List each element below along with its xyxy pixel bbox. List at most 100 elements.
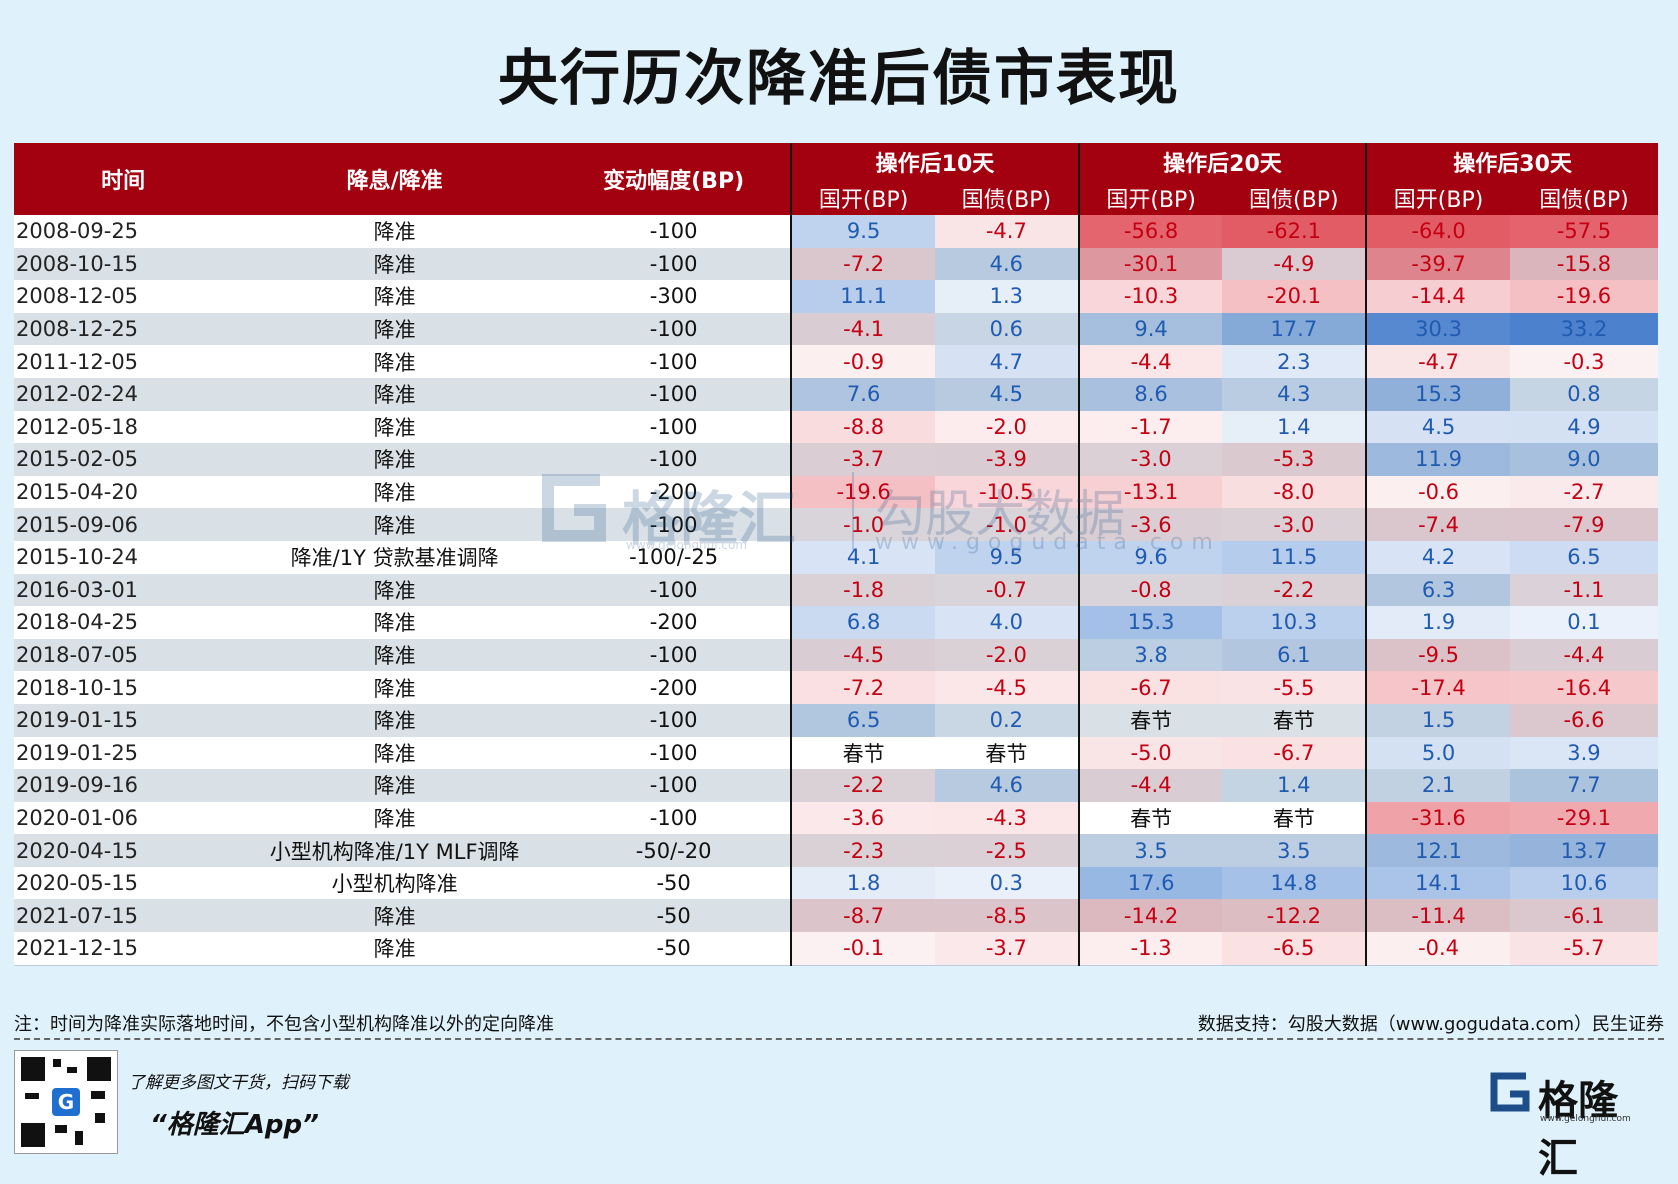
cell-value: -7.2 [790,247,935,281]
header-sub: 国开(BP) [1365,181,1510,215]
header-time: 时间 [14,143,233,215]
cell-value: -2.3 [790,834,935,867]
cell-value: 4.6 [934,769,1079,802]
cell-value: 15.3 [1077,606,1223,639]
cell-type: 小型机构降准/1Y MLF调降 [232,834,558,867]
cell-type: 降准 [232,345,558,378]
cell-value: -4.7 [934,215,1079,248]
logo-url: www.gelonghui.com [1540,1114,1631,1124]
cell-value: -8.5 [934,899,1079,933]
table-row: 2021-07-15 降准 -50 -8.7 -8.5 -14.2 -12.2 -11.4 -6… [14,899,1658,933]
cell-value: 4.0 [934,606,1079,639]
cell-date: 2015-10-24 [14,540,233,574]
cell-value: 7.6 [790,377,935,411]
table-row: 2018-07-05 降准 -100 -4.5 -2.0 3.8 6.1 -9.5 -4.4 [14,638,1658,672]
cell-type: 降准 [232,475,558,509]
cell-value: -1.0 [934,508,1079,541]
cell-value: 春节 [1077,801,1223,835]
cell-value: -13.1 [1077,475,1223,509]
cell-type: 降准 [232,606,558,639]
cell-type: 降准 [232,638,558,672]
cell-change: -50 [557,899,792,933]
cell-value: -30.1 [1077,247,1223,281]
cell-change: -300 [557,280,792,313]
cell-type: 降准 [232,899,558,933]
cell-change: -100 [557,377,792,411]
cell-value: 1.8 [790,866,935,900]
cell-value: -0.7 [934,573,1079,607]
table-body: 2008-09-25 降准 -100 9.5 -4.7 -56.8 -62.1 -64.0 -5… [14,215,1658,966]
cell-value: 13.7 [1509,834,1658,867]
cell-value: -2.0 [934,638,1079,672]
cell-value: 9.0 [1509,443,1658,476]
cell-value: -57.5 [1509,215,1658,248]
cell-change: -50 [557,932,792,966]
cell-date: 2018-07-05 [14,638,233,672]
cell-value: 6.5 [790,703,935,737]
table-row: 2019-01-15 降准 -100 6.5 0.2 春节 春节 1.5 -6.6 [14,703,1658,737]
table-row: 2011-12-05 降准 -100 -0.9 4.7 -4.4 2.3 -4.7 -0.3 [14,345,1658,378]
header-sub: 国开(BP) [1077,181,1223,215]
cell-value: 6.8 [790,606,935,639]
cell-change: -200 [557,671,792,704]
cell-value: 12.1 [1365,834,1510,867]
cell-value: -4.3 [934,801,1079,835]
cell-value: -5.7 [1509,932,1658,966]
dashed-divider [14,1038,1664,1040]
promo-app-name: “格隆汇App” [150,1110,319,1140]
table-row: 2012-05-18 降准 -100 -8.8 -2.0 -1.7 1.4 4.5 4.9 [14,410,1658,444]
cell-type: 降准 [232,443,558,476]
cell-value: 4.3 [1222,377,1367,411]
cell-type: 降准 [232,377,558,411]
cell-value: 3.5 [1222,834,1367,867]
table-row: 2015-04-20 降准 -200 -19.6 -10.5 -13.1 -8.0 -0.6-… [14,475,1658,509]
cell-date: 2018-10-15 [14,671,233,704]
cell-value: 0.1 [1509,606,1658,639]
cell-value: -1.3 [1077,932,1223,966]
cell-value: 4.6 [934,247,1079,281]
cell-value: 春节 [1222,801,1367,835]
cell-value: -2.0 [934,410,1079,444]
cell-value: -4.4 [1077,769,1223,802]
cell-value: -10.5 [934,475,1079,509]
table-row: 2020-01-06 降准 -100 -3.6 -4.3 春节 春节 -31.6 -29.1 [14,801,1658,835]
table-row: 2020-04-15 小型机构降准/1Y MLF调降 -50/-20 -2.3 -2.5… [14,834,1658,867]
cell-value: -1.8 [790,573,935,607]
cell-value: -6.1 [1509,899,1658,933]
header-sub: 国债(BP) [1222,181,1367,215]
cell-date: 2008-09-25 [14,215,233,248]
cell-value: -19.6 [790,475,935,509]
cell-value: -0.8 [1077,573,1223,607]
cell-value: -14.2 [1077,899,1223,933]
cell-value: 6.5 [1509,540,1658,574]
logo-name: 格隆汇 [1538,1078,1618,1182]
qr-code-icon: G [14,1050,118,1154]
cell-value: 4.2 [1365,540,1510,574]
cell-date: 2019-01-15 [14,703,233,737]
cell-value: -8.8 [790,410,935,444]
cell-change: -100 [557,247,792,281]
cell-type: 降准/1Y 贷款基准调降 [232,540,558,574]
cell-date: 2012-02-24 [14,377,233,411]
cell-value: 17.6 [1077,866,1223,900]
cell-type: 降准 [232,215,558,248]
cell-change: -100 [557,312,792,346]
cell-value: 15.3 [1365,377,1510,411]
cell-value: -3.7 [934,932,1079,966]
cell-value: -5.5 [1222,671,1367,704]
cell-value: -4.1 [790,312,935,346]
cell-value: 9.4 [1077,312,1223,346]
cell-value: 9.6 [1077,540,1223,574]
cell-value: -5.3 [1222,443,1367,476]
cell-change: -50/-20 [557,834,792,867]
table-row: 2008-12-25 降准 -100 -4.1 0.6 9.4 17.7 30.3 33.2 [14,312,1658,346]
table-row: 2019-01-25 降准 -100 春节 春节 -5.0 -6.7 5.0 3.9 [14,736,1658,770]
gelonghui-logo: 格隆汇 www.gelonghui.com [1484,1066,1654,1182]
table-row: 2015-10-24 降准/1Y 贷款基准调降 -100/-25 4.1 9.5 9.6 1… [14,540,1658,574]
cell-value: -4.5 [790,638,935,672]
cell-change: -200 [557,606,792,639]
cell-value: -5.0 [1077,736,1223,770]
cell-type: 降准 [232,801,558,835]
cell-value: -4.4 [1509,638,1658,672]
table-row: 2015-09-06 降准 -100 -1.0 -1.0 -3.6 -3.0 -7.4 -7.9 [14,508,1658,541]
